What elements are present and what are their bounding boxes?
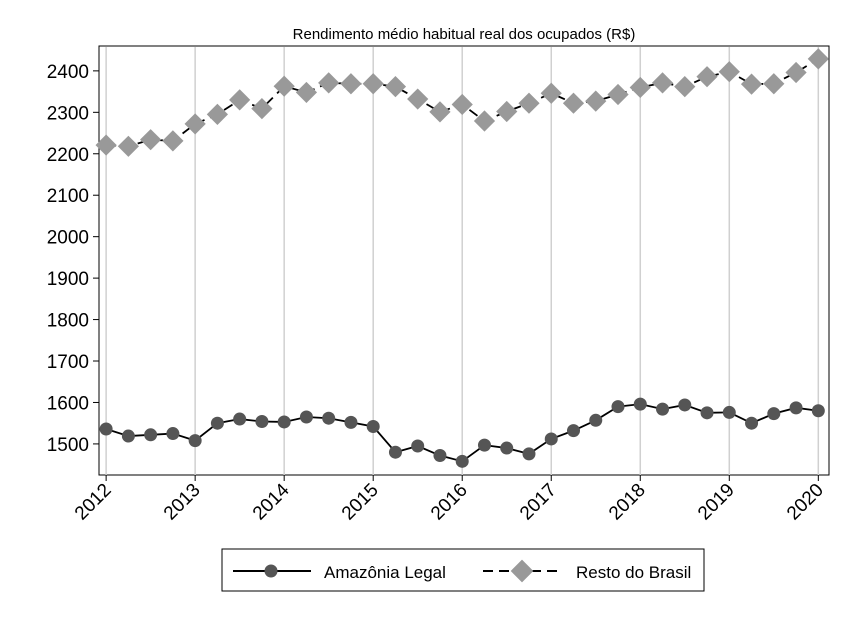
data-point-resto-do-brasil [651,72,674,94]
data-point-amazonia-legal [522,447,536,461]
data-point-amazonia-legal [656,402,670,416]
y-tick-label: 2300 [47,103,89,124]
data-point-resto-do-brasil [229,89,251,111]
data-point-amazonia-legal [567,424,580,438]
data-point-amazonia-legal [99,422,113,436]
data-point-resto-do-brasil [540,82,562,104]
data-point-resto-do-brasil [206,103,229,125]
data-point-amazonia-legal [745,416,759,430]
data-point-resto-do-brasil [740,73,763,95]
data-point-resto-do-brasil [140,129,162,151]
data-point-resto-do-brasil [184,113,206,135]
x-tick-label: 2020 [783,480,828,525]
data-point-amazonia-legal [411,439,425,453]
data-point-amazonia-legal [811,404,825,418]
chart-title: Rendimento médio habitual real dos ocupa… [293,26,636,43]
data-point-amazonia-legal [144,428,158,442]
y-tick-label: 2200 [47,145,89,166]
x-tick-label: 2016 [427,480,472,525]
data-point-resto-do-brasil [95,134,117,156]
data-point-amazonia-legal [233,412,247,426]
series-amazonia-legal [99,397,825,468]
data-point-amazonia-legal [633,397,647,411]
x-tick-label: 2013 [160,480,205,525]
data-point-amazonia-legal [277,415,291,429]
y-tick-label: 1800 [47,311,89,332]
data-point-resto-do-brasil [162,130,184,152]
series-group [95,48,829,468]
data-point-resto-do-brasil [763,73,785,95]
data-point-amazonia-legal [166,427,180,441]
data-point-amazonia-legal [188,434,202,448]
data-point-amazonia-legal [322,411,336,425]
y-tick-label: 1600 [47,393,89,414]
data-point-resto-do-brasil [251,97,273,120]
x-tick-label: 2014 [249,479,294,524]
data-point-resto-do-brasil [807,48,829,70]
data-point-resto-do-brasil [718,61,740,83]
data-point-amazonia-legal [366,420,380,434]
data-point-resto-do-brasil [585,90,607,112]
y-tick-label: 1700 [47,352,89,373]
data-point-resto-do-brasil [674,76,696,98]
data-point-resto-do-brasil [696,66,718,88]
legend-marker-resto [510,559,534,583]
x-tick-label: 2015 [338,480,383,525]
data-point-amazonia-legal [121,429,135,443]
data-point-resto-do-brasil [562,92,585,114]
data-point-amazonia-legal [210,416,224,430]
data-point-resto-do-brasil [117,135,139,157]
legend: Amazônia Legal Resto do Brasil [221,548,705,592]
data-point-amazonia-legal [544,432,558,446]
data-point-amazonia-legal [255,415,269,429]
data-point-amazonia-legal [767,407,781,421]
data-point-amazonia-legal [344,415,358,429]
data-point-amazonia-legal [678,398,692,412]
data-point-amazonia-legal [455,454,469,468]
data-point-amazonia-legal [589,413,603,427]
x-tick-label: 2019 [694,480,739,525]
data-point-resto-do-brasil [629,76,651,99]
data-point-amazonia-legal [433,449,447,463]
legend-label-resto: Resto do Brasil [576,563,691,582]
y-tick-label: 2000 [47,228,89,249]
y-tick-label: 1900 [47,269,89,290]
data-point-amazonia-legal [722,405,736,419]
data-point-amazonia-legal [500,441,514,455]
data-point-amazonia-legal [477,438,491,452]
y-tick-label: 1500 [47,435,89,456]
y-tick-label: 2400 [47,62,89,83]
data-point-amazonia-legal [789,401,803,415]
x-tick-label: 2017 [516,480,561,525]
data-point-resto-do-brasil [518,92,540,114]
data-point-resto-do-brasil [607,83,629,106]
x-tick-label: 2018 [605,480,650,525]
data-point-amazonia-legal [388,445,402,459]
data-point-amazonia-legal [299,410,313,424]
legend-label-amazonia: Amazônia Legal [324,563,446,582]
legend-marker-amazonia [264,564,278,578]
data-point-amazonia-legal [611,400,625,414]
data-point-amazonia-legal [700,406,714,420]
data-point-resto-do-brasil [785,61,807,84]
x-tick-label: 2012 [71,480,116,525]
y-tick-label: 2100 [47,186,89,207]
series-resto-do-brasil [95,48,829,157]
